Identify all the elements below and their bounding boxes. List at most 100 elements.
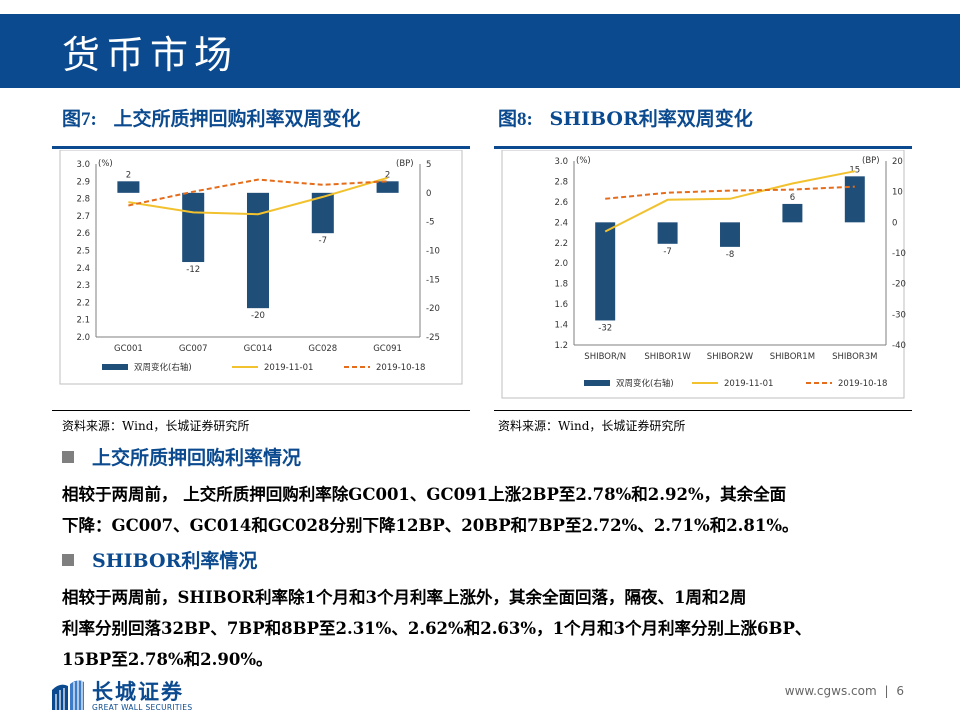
right-axis-unit: (BP) [396,159,414,169]
fig7-title-text: 上交所质押回购利率双周变化 [113,108,361,130]
left-axis-unit: (%) [98,159,113,169]
bar-SHIBOR1W [657,222,678,244]
bar-SHIBOR/N [595,222,616,321]
bar-data-label: -32 [598,323,612,333]
logo-en-text: GREAT WALL SECURITIES [92,703,193,712]
page-number: 6 [896,684,904,698]
bar-GC028 [311,192,334,234]
right-tick-label: -20 [892,280,906,290]
section2-line3: 15BP至2.78%和2.90%。 [62,650,273,669]
left-tick-label: 2.8 [76,195,90,205]
footer: www.cgws.com | 6 [785,684,904,698]
legend-label: 2019-11-01 [264,363,313,373]
left-tick-label: 2.2 [76,298,90,308]
section1-line1: 相较于两周前， 上交所质押回购利率除GC001、GC091上涨2BP至2.78%… [62,485,787,504]
section2-line2: 利率分别回落32BP、7BP和8BP至2.31%、2.62%和2.63%，1个月… [62,619,812,638]
fig8-top-rule [494,146,912,149]
section1-heading: 上交所质押回购利率情况 [62,443,301,470]
legend-label: 双周变化(右轴) [616,378,674,389]
series-line-2019-10-18 [128,178,388,207]
left-tick-label: 2.7 [76,212,90,222]
bar-data-label: 2 [126,170,131,180]
fig7-chart: 3.0 2.9 2.8 2.7 2.6 2.5 2.4 2.3 2.2 2.1 2.0 5 0 -5 -10… [52,150,470,408]
chart-frame [59,150,463,385]
bar-data-label: -12 [186,265,200,275]
left-tick-label: 2.1 [76,316,90,326]
section2-line1: 相较于两周前，SHIBOR利率除1个月和3个月利率上涨外，其余全面回落，隔夜、1… [62,588,747,607]
fig8-title-text: SHIBOR利率双周变化 [549,108,753,130]
legend-swatch-bar [102,364,128,370]
right-tick-label: 0 [892,218,897,228]
category-label: SHIBOR/N [584,352,626,362]
footer-separator: | [884,684,889,698]
category-label: GC007 [179,344,208,354]
bar-GC014 [246,192,270,309]
fig7-title-prefix: 图7: [62,109,97,130]
bar-data-label: -7 [663,247,671,257]
right-tick-label: 10 [892,188,903,198]
section2-heading-text: SHIBOR利率情况 [92,550,258,572]
right-tick-label: 0 [426,189,431,199]
left-tick-label: 2.4 [76,264,90,274]
right-tick-label: 5 [426,160,431,170]
left-tick-label: 2.9 [76,177,90,187]
left-tick-label: 2.0 [76,333,90,343]
bar-SHIBOR2W [720,222,740,247]
left-tick-label: 2.2 [554,239,568,249]
left-tick-label: 1.8 [554,280,568,290]
series-line-2019-11-01 [128,176,388,216]
left-tick-label: 2.6 [554,198,568,208]
fig7-chart-svg: 3.0 2.9 2.8 2.7 2.6 2.5 2.4 2.3 2.2 2.1 2.0 5 0 -5 -10… [59,150,463,385]
left-tick-label: 2.8 [554,177,568,187]
left-tick-label: 2.4 [554,218,568,228]
left-tick-label: 1.6 [554,300,568,310]
section1-line2: 下降：GC007、GC014和GC028分别下降12BP、20BP和7BP至2.… [62,516,799,535]
bar-data-label: 6 [790,193,795,203]
section2-heading: SHIBOR利率情况 [62,546,257,573]
section2-paragraph: 相较于两周前，SHIBOR利率除1个月和3个月利率上涨外，其余全面回落，隔夜、1… [62,582,942,675]
left-tick-label: 2.0 [554,259,568,269]
series-line-2019-10-18 [605,185,855,200]
legend-swatch-bar [584,380,610,386]
category-label: SHIBOR3M [832,352,877,362]
footer-url: www.cgws.com [784,684,877,698]
fig8-source-rule [494,410,912,411]
logo-cn-text: 长城证券 [92,680,184,704]
left-axis-unit: (%) [576,156,591,166]
left-tick-label: 2.6 [76,229,90,239]
left-tick-label: 3.0 [76,160,90,170]
left-tick-label: 2.3 [76,281,90,291]
fig7-source: 资料来源：Wind，长城证券研究所 [62,419,250,433]
fig8-title-prefix: 图8: [498,109,533,130]
fig8-title: 图8: SHIBOR利率双周变化 [498,104,753,131]
legend-label: 2019-10-18 [376,363,425,373]
page-title: 货币市场 [62,33,239,77]
fig8-source: 资料来源：Wind，长城证券研究所 [498,419,686,433]
category-label: GC091 [373,344,402,354]
bar-GC001 [117,181,140,193]
bar-SHIBOR3M [844,176,865,223]
left-tick-label: 3.0 [554,157,568,167]
right-tick-label: -20 [426,304,440,314]
category-label: GC014 [244,344,273,354]
right-tick-label: -40 [892,341,906,351]
right-tick-label: 20 [892,157,903,167]
right-tick-label: -25 [426,333,440,343]
left-tick-label: 2.5 [76,247,90,257]
fig7-title: 图7: 上交所质押回购利率双周变化 [62,104,360,131]
bullet-square-icon [62,554,74,566]
bar-data-label: 2 [385,170,390,180]
legend-label: 2019-10-18 [838,379,887,389]
left-tick-label: 1.2 [554,341,568,351]
right-tick-label: -10 [426,247,440,257]
category-label: SHIBOR2W [707,352,754,362]
series-line-2019-11-01 [604,170,855,233]
header-bar: 货币市场 [0,14,960,88]
section1-heading-text: 上交所质押回购利率情况 [92,447,302,469]
right-tick-label: -5 [426,218,434,228]
bar-GC007 [182,192,205,263]
chart-frame [501,150,905,399]
fig8-chart: 3.0 2.8 2.6 2.4 2.2 2.0 1.8 1.6 1.4 1.2 20 10 0 -10 -2… [494,150,912,408]
bar-data-label: -8 [726,250,734,260]
fig7-source-rule [52,410,470,411]
